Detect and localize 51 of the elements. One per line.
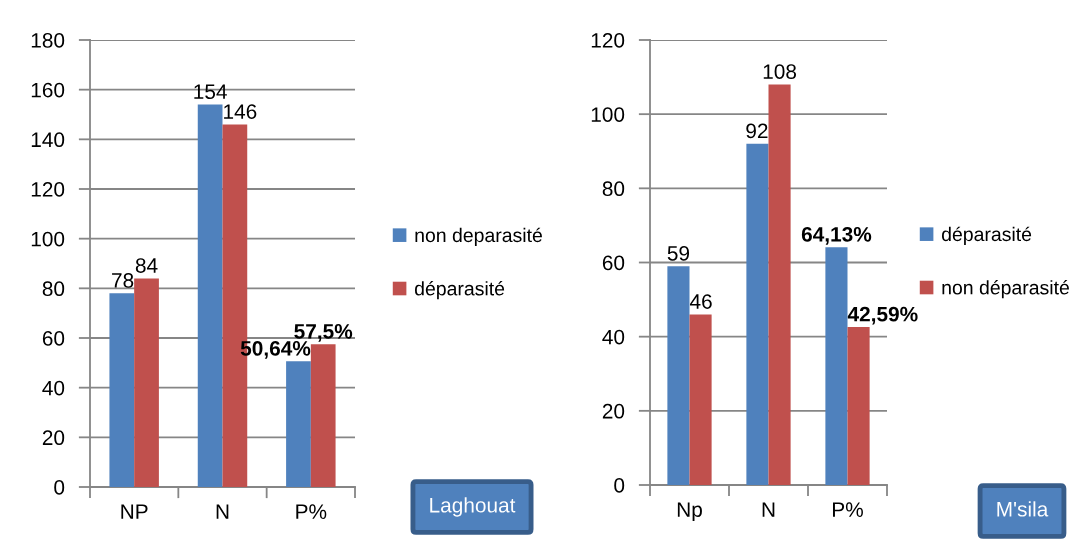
legend-label: déparasité: [941, 226, 1032, 245]
data-label: 46: [689, 294, 712, 309]
y-tick-label: 180: [31, 33, 65, 48]
bar: [667, 266, 690, 485]
bar: [109, 293, 135, 487]
data-label: 154: [194, 84, 227, 100]
bar: [197, 104, 223, 487]
data-label: 146: [224, 104, 257, 119]
y-tick-label: 20: [42, 430, 65, 446]
y-tick-label: 60: [42, 331, 65, 346]
y-tick-label: 60: [602, 255, 625, 271]
x-tick-label: N: [216, 504, 229, 519]
bar: [746, 143, 769, 485]
bar: [310, 344, 336, 487]
x-tick-label: Np: [677, 502, 702, 522]
data-label: 64,13%: [801, 226, 872, 245]
text: M'sila: [997, 501, 1049, 517]
y-tick-label: 20: [602, 403, 625, 419]
x-tick-label: P%: [296, 504, 327, 519]
data-label: 92: [746, 123, 768, 139]
y-tick-label: 120: [31, 182, 65, 197]
data-label: 78: [112, 273, 134, 288]
y-tick-label: 80: [602, 181, 625, 197]
legend-label: déparasité: [414, 281, 505, 300]
y-tick-label: 100: [31, 231, 65, 247]
x-tick-label: P%: [833, 502, 863, 517]
bar: [825, 247, 848, 485]
data-label: 42,59%: [847, 306, 918, 325]
y-tick-label: 140: [31, 132, 65, 148]
x-tick-label: NP: [121, 504, 148, 519]
bar: [768, 84, 791, 485]
y-tick-label: 120: [591, 33, 625, 48]
bar: [689, 314, 712, 485]
data-label: 84: [135, 258, 158, 273]
y-tick-label: 40: [602, 329, 625, 345]
legend-label: non déparasité: [942, 280, 1069, 299]
y-tick-label: 40: [42, 380, 65, 396]
y-tick-label: 0: [54, 480, 65, 495]
bar: [134, 278, 159, 487]
x-tick-label: N: [762, 502, 775, 517]
y-tick-label: 160: [31, 82, 65, 98]
data-label: 57,5%: [294, 324, 353, 342]
data-label: 108: [763, 64, 797, 79]
bar: [847, 327, 870, 485]
data-label: 59: [667, 245, 690, 261]
text: Laghouat: [430, 497, 516, 517]
y-tick-label: 0: [614, 478, 625, 493]
legend-label: non deparasité: [415, 227, 542, 246]
y-tick-label: 80: [42, 281, 65, 297]
y-tick-label: 100: [591, 107, 625, 122]
bar: [286, 361, 311, 487]
